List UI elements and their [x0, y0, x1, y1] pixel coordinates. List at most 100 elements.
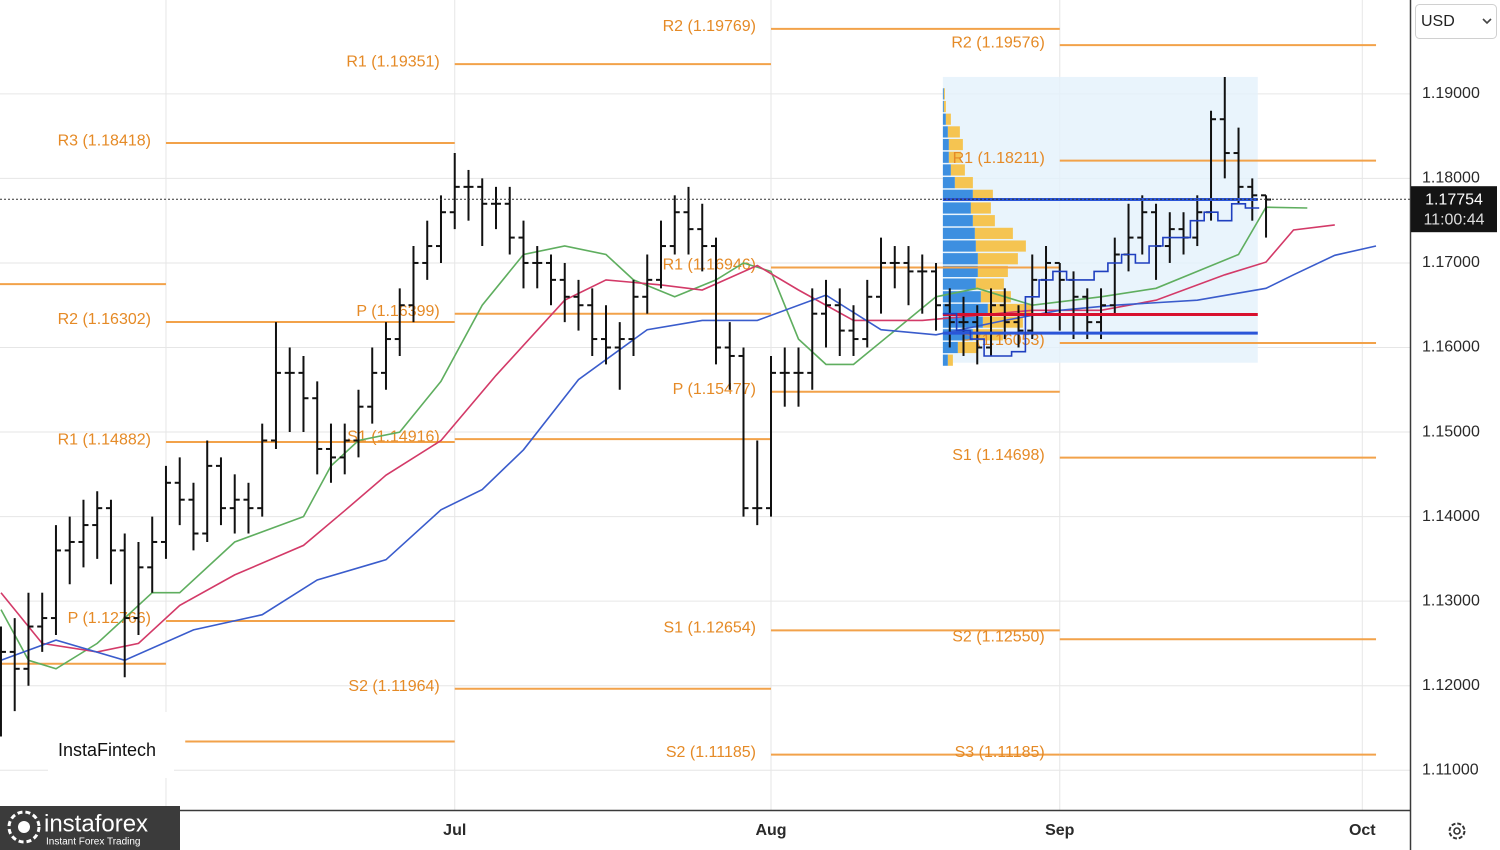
- pivot-label: R1 (1.19351): [346, 53, 439, 70]
- currency-selector[interactable]: USD: [1415, 4, 1497, 39]
- last-price-label: 1.17754: [1425, 191, 1483, 208]
- pivot-label: R2 (1.16302): [58, 311, 151, 328]
- x-tick-label: Aug: [755, 822, 786, 839]
- pivot-label: S3 (1.11185): [955, 744, 1045, 761]
- gear-icon[interactable]: [1448, 822, 1466, 840]
- profile-buy-bar: [942, 303, 988, 316]
- watermark-box: [48, 712, 174, 778]
- profile-sell-bar: [950, 164, 965, 176]
- profile-buy-bar: [942, 265, 978, 278]
- pivot-label: R1 (1.18211): [953, 150, 1045, 167]
- profile-buy-bar: [942, 215, 973, 227]
- profile-buy-bar: [942, 354, 948, 366]
- profile-sell-bar: [977, 265, 1008, 278]
- profile-buy-bar: [942, 189, 973, 201]
- profile-sell-bar: [975, 278, 1004, 290]
- profile-sell-bar: [947, 126, 960, 138]
- profile-sell-bar: [943, 100, 946, 113]
- pivot-label: P (1.16053): [961, 332, 1044, 349]
- y-tick-label: 1.14000: [1422, 508, 1480, 525]
- countdown-label: 11:00:44: [1423, 211, 1484, 228]
- watermark: InstaFintech: [48, 712, 174, 778]
- profile-sell-bar: [972, 329, 1003, 341]
- profile-buy-bar: [942, 329, 973, 341]
- grid: [0, 0, 1410, 810]
- pivot-label: S2 (1.12550): [952, 628, 1045, 645]
- pivot-label: R1 (1.14882): [58, 431, 151, 448]
- profile-sell-bar: [982, 316, 1023, 328]
- profile-sell-bar: [957, 341, 978, 354]
- profile-sell-bar: [970, 202, 991, 214]
- profile-buy-bar: [942, 278, 976, 290]
- profile-buy-bar: [942, 291, 981, 303]
- x-tick-label: Jul: [443, 822, 466, 839]
- profile-sell-bar: [945, 113, 951, 125]
- pivot-label: S2 (1.11185): [666, 744, 756, 761]
- profile-sell-bar: [975, 240, 1026, 252]
- pivot-label: S1 (1.14698): [952, 447, 1045, 464]
- profile-buy-bar: [942, 253, 978, 265]
- logo: instaforex Instant Forex Trading: [0, 806, 180, 850]
- gear-center[interactable]: [1453, 827, 1461, 835]
- profile-buy-bar: [942, 151, 949, 163]
- pivot-label: P (1.16399): [356, 303, 439, 320]
- y-tick-label: 1.19000: [1422, 85, 1480, 102]
- watermark-text: InstaFintech: [58, 740, 156, 760]
- pivot-label: S1 (1.14916): [347, 428, 440, 445]
- y-tick-label: 1.16000: [1422, 339, 1480, 356]
- x-tick-label: Oct: [1349, 822, 1376, 839]
- profile-buy-bar: [942, 100, 944, 113]
- profile-sell-bar: [954, 177, 973, 189]
- pivot-label: R2 (1.19769): [663, 18, 756, 35]
- price-bars: [0, 76, 1272, 737]
- profile-buy-bar: [942, 88, 944, 100]
- pivot-label: R1 (1.16946): [663, 257, 756, 274]
- profile-sell-bar: [948, 151, 961, 163]
- profile-sell-bar: [943, 88, 945, 100]
- profile-buy-bar: [942, 202, 971, 214]
- profile-sell-bar: [987, 303, 1033, 316]
- y-tick-label: 1.18000: [1422, 170, 1480, 187]
- last-price-box: [1411, 186, 1497, 233]
- pivot-label: S1 (1.12654): [663, 620, 756, 637]
- logo-icon: [7, 810, 41, 844]
- profile-sell-bar: [980, 291, 1011, 303]
- pivot-label: P (1.12766): [68, 610, 151, 627]
- settings-button[interactable]: [1448, 822, 1466, 840]
- pivot-levels: R3 (1.18418) R2 (1.16302) R1 (1.14882) P (1…: [0, 18, 1377, 761]
- pivot-label: R3 (1.18418): [58, 132, 151, 149]
- y-tick-label: 1.17000: [1422, 254, 1480, 271]
- profile-buy-bar: [942, 164, 951, 176]
- profile-buy-bar: [942, 138, 949, 151]
- y-tick-label: 1.11000: [1422, 761, 1479, 778]
- profile-sell-bar: [977, 253, 1018, 265]
- profile-buy-bar: [942, 240, 976, 252]
- logo-text: instaforex: [44, 810, 148, 837]
- chevron-icon[interactable]: [1482, 18, 1492, 25]
- price-axis-panel: [1410, 0, 1500, 850]
- moving-average-line: [0, 245, 1377, 662]
- profile-sell-bar: [972, 215, 995, 227]
- moving-average-line: [0, 206, 1308, 670]
- x-tick-label: Sep: [1045, 822, 1075, 839]
- logo-icon-center: [18, 821, 30, 833]
- profile-sell-bar: [974, 227, 1013, 239]
- overlays: [0, 198, 1410, 357]
- profile-buy-bar: [942, 113, 946, 125]
- profile-buy-bar: [942, 177, 955, 189]
- pivot-label: R2 (1.19576): [951, 34, 1044, 51]
- pivot-label: S2 (1.11964): [348, 678, 439, 695]
- currency-box[interactable]: [1415, 4, 1497, 39]
- profile-buy-bar: [942, 126, 948, 138]
- step-line: [942, 203, 1260, 357]
- currency-label[interactable]: USD: [1421, 13, 1455, 30]
- plot-area: R3 (1.18418) R2 (1.16302) R1 (1.14882) P (1…: [0, 0, 1410, 810]
- y-tick-label: 1.15000: [1422, 423, 1480, 440]
- logo-tagline: Instant Forex Trading: [46, 837, 141, 848]
- y-tick-label: 1.13000: [1422, 592, 1480, 609]
- profile-buy-bar: [942, 227, 975, 239]
- profile-sell-bar: [948, 138, 963, 151]
